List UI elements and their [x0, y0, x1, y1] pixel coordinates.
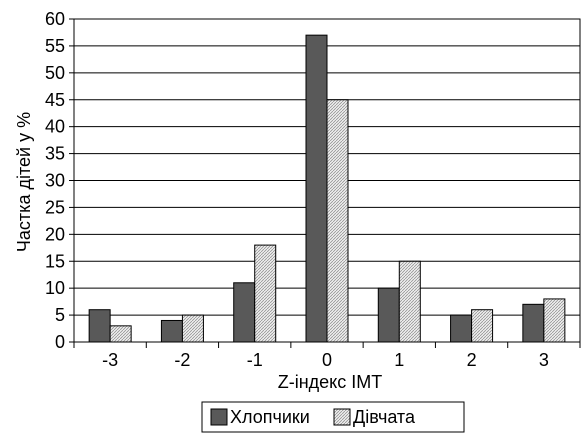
legend-swatch-girls: [333, 408, 351, 426]
bar-girls: [254, 244, 277, 343]
legend-swatch-boys: [210, 408, 228, 426]
y-tick-label: 5: [55, 305, 65, 325]
y-tick-label: 10: [45, 278, 65, 298]
bar-girls: [471, 309, 494, 343]
y-tick-label: 55: [45, 36, 65, 56]
legend-label-boys: Хлопчики: [230, 407, 310, 427]
y-tick-label: 35: [45, 144, 65, 164]
bar-boys: [522, 303, 545, 343]
bar-boys: [88, 309, 111, 343]
bar-boys: [450, 314, 473, 343]
y-tick-label: 30: [45, 171, 65, 191]
bar-boys: [160, 319, 183, 343]
x-tick-label: -3: [102, 350, 118, 370]
bar-girls: [326, 99, 349, 343]
x-tick-label: 2: [467, 350, 477, 370]
y-tick-label: 20: [45, 224, 65, 244]
x-tick-label: -2: [174, 350, 190, 370]
legend-label-girls: Дівчата: [353, 407, 416, 427]
x-tick-label: 1: [394, 350, 404, 370]
y-tick-label: 45: [45, 90, 65, 110]
x-tick-label: -1: [247, 350, 263, 370]
bar-girls: [543, 298, 566, 343]
y-tick-label: 25: [45, 197, 65, 217]
y-tick-label: 0: [55, 332, 65, 352]
y-tick-label: 15: [45, 251, 65, 271]
bar-boys: [233, 282, 256, 343]
x-tick-label: 0: [322, 350, 332, 370]
y-tick-label: 60: [45, 9, 65, 29]
y-tick-label: 40: [45, 117, 65, 137]
bar-girls: [181, 314, 204, 343]
bar-girls: [398, 260, 421, 343]
bar-boys: [305, 34, 328, 343]
y-tick-label: 50: [45, 63, 65, 83]
x-axis-label: Z-індекс ІМТ: [278, 372, 383, 392]
x-tick-label: 3: [539, 350, 549, 370]
bar-girls: [109, 325, 132, 343]
bar-boys: [377, 287, 400, 343]
legend: Хлопчики Дівчата: [201, 401, 465, 433]
y-axis-label: Частка дітей у %: [14, 112, 34, 252]
